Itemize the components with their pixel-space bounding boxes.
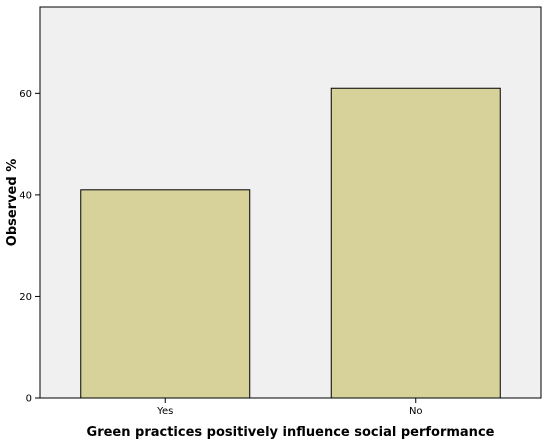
bar-yes [80,189,251,399]
y-tick-label: 0 [26,394,32,405]
bars-group [80,87,501,399]
x-tick-label: Yes [156,406,173,417]
bar-no [330,87,501,399]
y-axis-title: Observed % [5,159,20,246]
x-axis: Yes No [156,398,423,417]
x-axis-title: Green practices positively influence soc… [87,425,495,440]
x-tick-label: No [409,406,423,417]
y-tick-label: 60 [19,89,32,100]
y-axis: 0 20 40 60 [19,89,40,405]
y-tick-label: 40 [19,190,32,201]
y-tick-label: 20 [19,292,32,303]
